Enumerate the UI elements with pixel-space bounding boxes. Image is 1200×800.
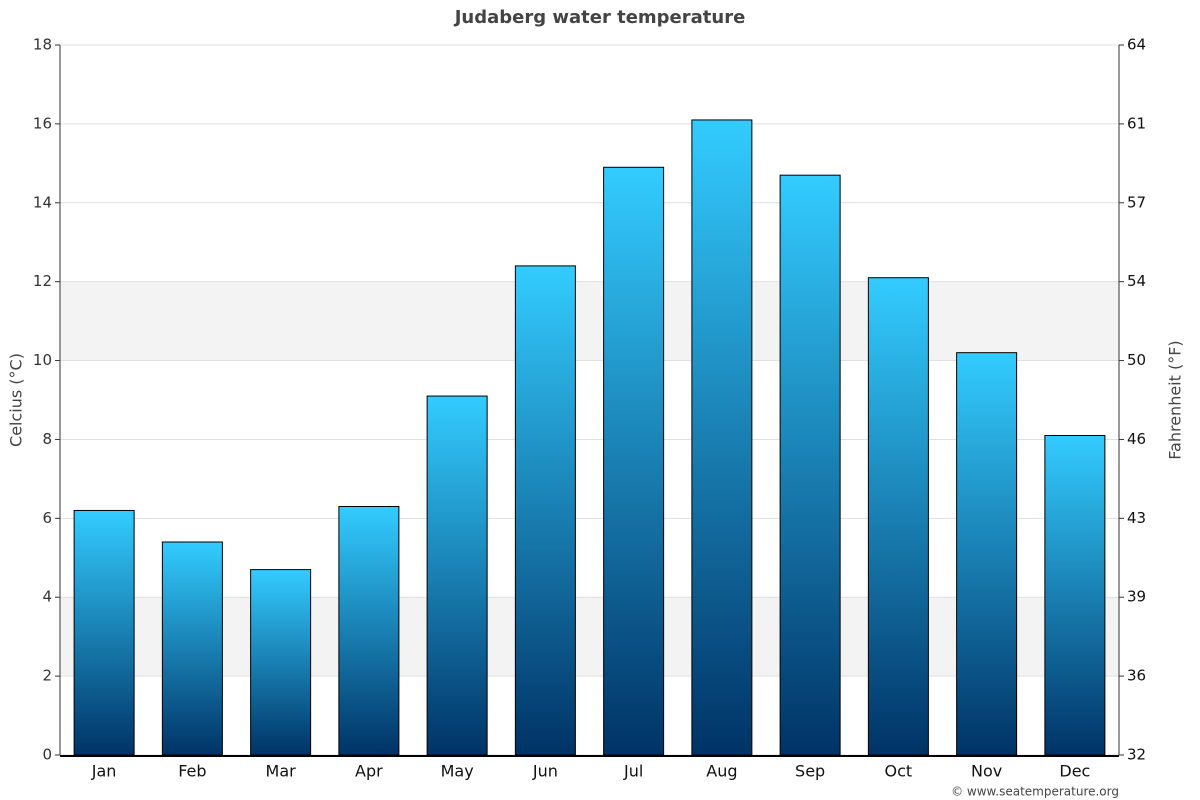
- y2-tick-label: 57: [1127, 193, 1146, 211]
- plot-background: [60, 281, 1119, 677]
- y-tick-label: 0: [42, 746, 52, 764]
- bar: [250, 569, 312, 756]
- x-tick-label: May: [441, 762, 474, 781]
- y2-tick-label: 64: [1127, 36, 1146, 54]
- x-tick-label: Nov: [971, 762, 1002, 781]
- x-tick-label: Apr: [355, 762, 383, 781]
- y-tick-label: 14: [33, 193, 52, 211]
- x-tick-label: Jan: [91, 762, 117, 781]
- bar: [691, 119, 753, 756]
- bar: [426, 395, 488, 756]
- y-axis-title: Celcius (°C): [7, 353, 26, 447]
- x-tick-label: Sep: [795, 762, 825, 781]
- y-tick-label: 8: [42, 430, 52, 448]
- x-tick-label: Jun: [532, 762, 558, 781]
- y-tick-label: 2: [42, 667, 52, 685]
- y-tick-label: 12: [33, 272, 52, 290]
- bar: [956, 352, 1018, 756]
- bar: [779, 174, 841, 756]
- y2-tick-label: 61: [1127, 114, 1146, 132]
- y-tick-label: 16: [33, 114, 52, 132]
- y2-tick-label: 32: [1127, 746, 1146, 764]
- y-tick-label: 4: [42, 588, 52, 606]
- x-tick-label: Oct: [885, 762, 913, 781]
- bar: [603, 166, 665, 756]
- bar: [1044, 435, 1106, 756]
- y2-tick-label: 36: [1127, 667, 1146, 685]
- y2-tick-label: 54: [1127, 272, 1146, 290]
- bar: [338, 506, 400, 756]
- credit: © www.seatemperature.org: [951, 785, 1119, 799]
- grid-band: [60, 597, 1119, 677]
- bar: [161, 541, 223, 756]
- x-tick-label: Feb: [178, 762, 206, 781]
- y2-tick-label: 43: [1127, 509, 1146, 527]
- y2-tick-label: 50: [1127, 351, 1146, 369]
- x-tick-label: Mar: [266, 762, 297, 781]
- y-tick-label: 10: [33, 351, 52, 369]
- grid-band: [60, 281, 1119, 361]
- y-tick-label: 6: [42, 509, 52, 527]
- chart-title: Judaberg water temperature: [453, 7, 746, 28]
- x-tick-label: Aug: [706, 762, 737, 781]
- bar: [514, 265, 576, 756]
- y2-axis-title: Fahrenheit (°F): [1166, 340, 1185, 459]
- y2-tick-label: 39: [1127, 588, 1146, 606]
- y-tick-label: 18: [33, 36, 52, 54]
- x-tick-label: Dec: [1059, 762, 1090, 781]
- y2-tick-label: 46: [1127, 430, 1146, 448]
- bar: [867, 277, 929, 756]
- bar: [73, 509, 135, 756]
- x-tick-label: Jul: [623, 762, 643, 781]
